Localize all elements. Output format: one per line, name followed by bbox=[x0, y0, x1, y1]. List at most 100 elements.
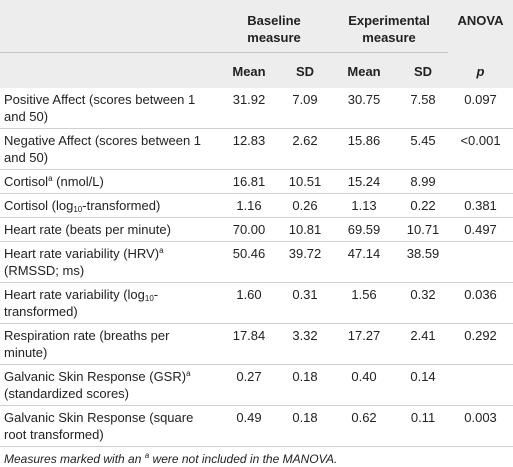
cell-value: 0.381 bbox=[464, 198, 497, 213]
cell: 16.81 bbox=[218, 169, 280, 194]
cell: 0.11 bbox=[398, 405, 449, 447]
cell-value: 1.16 bbox=[236, 198, 262, 213]
cell-value: 15.24 bbox=[347, 174, 381, 189]
cell: 0.62 bbox=[330, 405, 399, 447]
cell-value: 0.18 bbox=[292, 369, 318, 384]
cell: 12.83 bbox=[218, 128, 280, 170]
cell-value: 1.13 bbox=[351, 198, 377, 213]
cell: 0.31 bbox=[280, 282, 331, 324]
cell: 1.56 bbox=[330, 282, 399, 324]
corner bbox=[0, 53, 218, 89]
sub-header: p bbox=[448, 53, 513, 89]
text: -transformed) bbox=[82, 198, 161, 213]
cell: 8.99 bbox=[398, 169, 449, 194]
row-label: Heart rate variability (HRV)a (RMSSD; ms… bbox=[0, 241, 218, 283]
cell: 0.003 bbox=[448, 405, 513, 447]
text: -transformed) bbox=[4, 287, 159, 319]
cell-value: 10.51 bbox=[288, 174, 322, 189]
cell-value: 0.097 bbox=[464, 92, 497, 107]
cell-value: 0.49 bbox=[236, 410, 262, 425]
superscript: a bbox=[186, 369, 191, 378]
cell-value: 0.40 bbox=[351, 369, 377, 384]
cell: 39.72 bbox=[280, 241, 331, 283]
row-label: Heart rate (beats per minute) bbox=[0, 217, 218, 242]
cell-value: 38.59 bbox=[406, 246, 440, 261]
text: Measures marked with an bbox=[4, 452, 145, 466]
sub-header-text: Mean bbox=[347, 64, 381, 79]
cell: 0.097 bbox=[448, 88, 513, 129]
cell-value: 5.45 bbox=[410, 133, 436, 148]
text: Negative Affect (scores between 1 and 50… bbox=[4, 133, 202, 165]
subscript: 10 bbox=[144, 294, 154, 303]
row-label: Positive Affect (scores between 1 and 50… bbox=[0, 88, 218, 129]
row-label: Respiration rate (breaths per minute) bbox=[0, 323, 218, 365]
row-label: Cortisol (log10-transformed) bbox=[0, 193, 218, 218]
text: Galvanic Skin Response (square root tran… bbox=[4, 410, 194, 442]
cell: 0.036 bbox=[448, 282, 513, 324]
cell: 0.49 bbox=[218, 405, 280, 447]
cell: 0.497 bbox=[448, 217, 513, 242]
text: Cortisol (log bbox=[4, 198, 74, 213]
cell: 7.09 bbox=[280, 88, 331, 129]
cell-value: 0.003 bbox=[464, 410, 497, 425]
cell bbox=[448, 364, 513, 406]
cell: 10.51 bbox=[280, 169, 331, 194]
cell-value: 70.00 bbox=[232, 222, 266, 237]
cell: 15.86 bbox=[330, 128, 399, 170]
cell-value: 0.31 bbox=[292, 287, 318, 302]
cell-value: 3.32 bbox=[292, 328, 318, 343]
cell: 0.22 bbox=[398, 193, 449, 218]
cell: 47.14 bbox=[330, 241, 399, 283]
superscript: a bbox=[159, 246, 164, 255]
cell: 70.00 bbox=[218, 217, 280, 242]
cell-value: 0.14 bbox=[410, 369, 436, 384]
cell-value: 47.14 bbox=[347, 246, 381, 261]
cell: 30.75 bbox=[330, 88, 399, 129]
group-header: Experimental measure bbox=[330, 0, 449, 53]
corner bbox=[0, 0, 218, 53]
sub-header: SD bbox=[280, 53, 330, 89]
table-body: Positive Affect (scores between 1 and 50… bbox=[0, 88, 513, 447]
cell-value: 1.56 bbox=[351, 287, 377, 302]
text: (standardized scores) bbox=[4, 386, 129, 401]
sub-header: Mean bbox=[218, 53, 280, 89]
cell: 38.59 bbox=[398, 241, 449, 283]
cell: 3.32 bbox=[280, 323, 331, 365]
sub-header-text: p bbox=[476, 63, 485, 79]
cell: 0.18 bbox=[280, 364, 331, 406]
cell: 50.46 bbox=[218, 241, 280, 283]
cell-value: 0.26 bbox=[292, 198, 318, 213]
cell-value: 50.46 bbox=[232, 246, 266, 261]
cell: 17.27 bbox=[330, 323, 399, 365]
cell-value: 17.84 bbox=[232, 328, 266, 343]
sub-header-text: SD bbox=[295, 64, 315, 79]
cell: 1.60 bbox=[218, 282, 280, 324]
cell-value: 0.62 bbox=[351, 410, 377, 425]
cell: 7.58 bbox=[398, 88, 449, 129]
row-label: Galvanic Skin Response (square root tran… bbox=[0, 405, 218, 447]
text: were not included in the MANOVA. bbox=[149, 452, 338, 466]
cell: <0.001 bbox=[448, 128, 513, 170]
cell: 0.27 bbox=[218, 364, 280, 406]
cell: 1.16 bbox=[218, 193, 280, 218]
cell-value: 31.92 bbox=[232, 92, 266, 107]
sub-header: Mean bbox=[330, 53, 398, 89]
cell: 1.13 bbox=[330, 193, 399, 218]
superscript: a bbox=[48, 174, 53, 183]
text: Heart rate variability (HRV) bbox=[4, 246, 160, 261]
text: Galvanic Skin Response (GSR) bbox=[4, 369, 187, 384]
sub-header: SD bbox=[398, 53, 448, 89]
cell-value: 0.11 bbox=[410, 410, 436, 425]
cell: 10.71 bbox=[398, 217, 449, 242]
cell-value: 69.59 bbox=[347, 222, 381, 237]
table-row: Galvanic Skin Response (GSR)a (standardi… bbox=[0, 364, 513, 406]
text: Positive Affect (scores between 1 and 50… bbox=[4, 92, 196, 124]
cell-value: <0.001 bbox=[460, 133, 501, 148]
cell: 15.24 bbox=[330, 169, 399, 194]
cell: 5.45 bbox=[398, 128, 449, 170]
sub-header-text: SD bbox=[413, 64, 433, 79]
table-row: Heart rate (beats per minute) 70.00 10.81 6… bbox=[0, 217, 513, 242]
cell: 0.18 bbox=[280, 405, 331, 447]
cell-value: 39.72 bbox=[288, 246, 322, 261]
table-row: Negative Affect (scores between 1 and 50… bbox=[0, 128, 513, 170]
